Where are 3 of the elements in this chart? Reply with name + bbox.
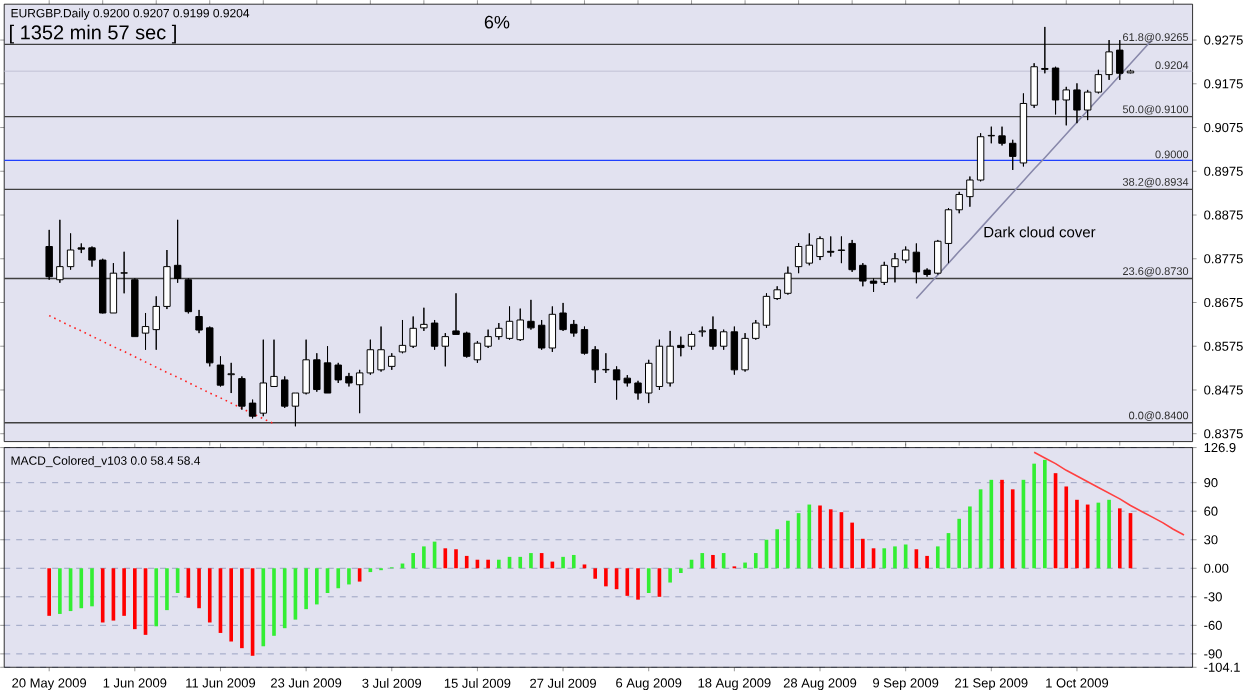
annotation: 6% bbox=[484, 15, 510, 29]
candlestick bbox=[184, 277, 193, 314]
annotation: [ 1352 min 57 sec ] bbox=[10, 24, 176, 44]
